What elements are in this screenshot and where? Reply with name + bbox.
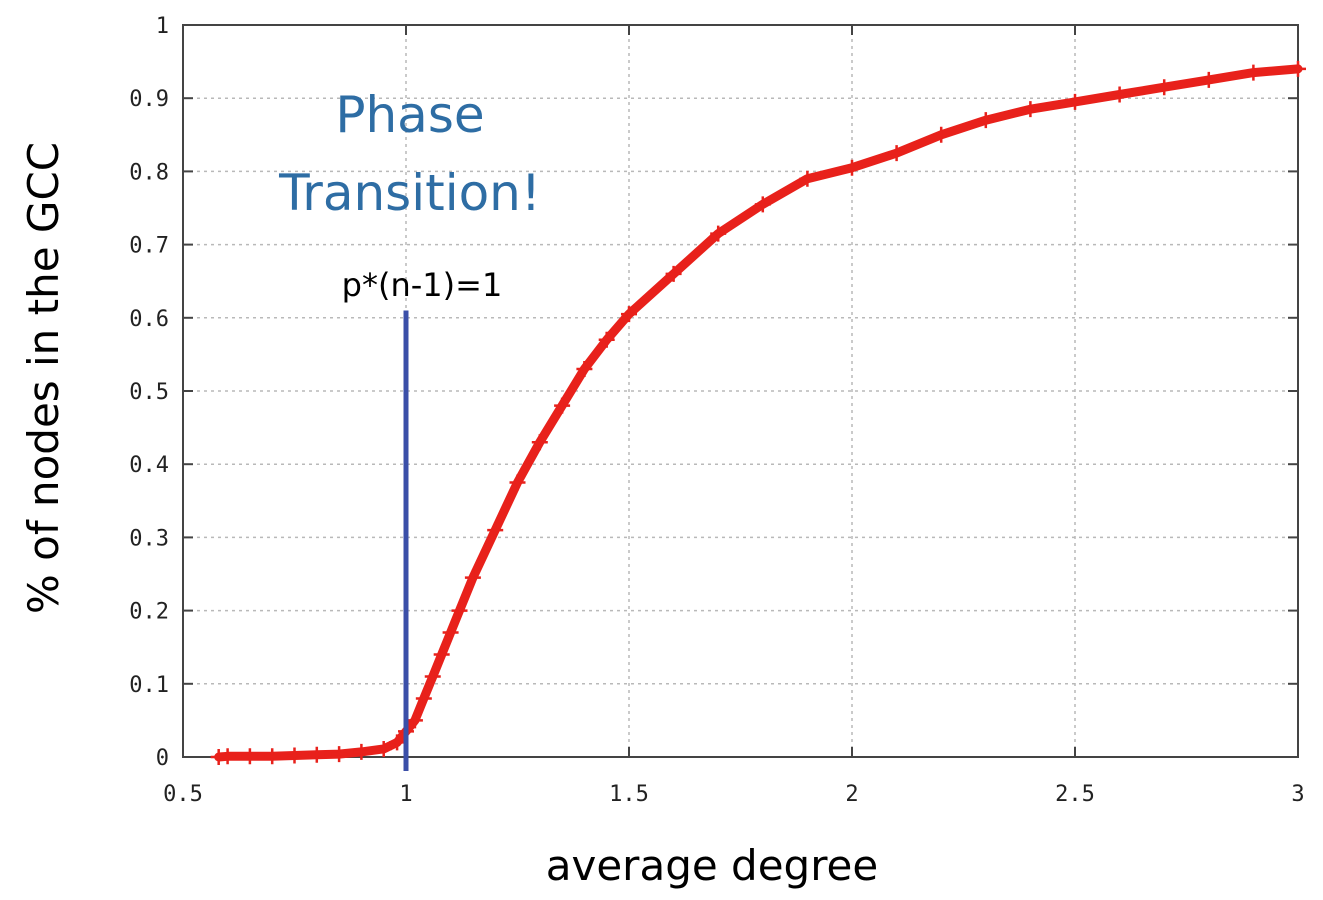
data-point: [1111, 86, 1128, 103]
annotation-formula: p*(n-1)=1: [342, 266, 503, 304]
data-point: [1022, 101, 1039, 118]
data-point: [406, 712, 423, 729]
x-tick-label: 1: [399, 782, 412, 807]
x-tick-label: 1.5: [609, 782, 649, 807]
x-tick-labels: 0.5 1 1.5 2 2.5 3: [163, 782, 1305, 807]
series-band: [214, 64, 1303, 762]
data-point: [1245, 64, 1262, 81]
data-point: [487, 522, 504, 539]
y-tick-label: 0.2: [129, 600, 169, 625]
data-point: [433, 646, 450, 663]
data-point: [598, 331, 615, 348]
y-tick-label: 0: [156, 746, 169, 771]
data-point: [286, 747, 303, 764]
data-point: [241, 748, 258, 765]
data-point: [451, 602, 468, 619]
data-point: [844, 159, 860, 176]
data-point: [509, 474, 526, 491]
series-gcc: [210, 60, 1306, 765]
data-point: [264, 748, 281, 765]
y-tick-label: 0.3: [129, 526, 169, 551]
data-point: [1200, 71, 1217, 88]
data-point: [219, 748, 236, 765]
y-tick-label: 0.5: [129, 380, 169, 405]
x-tick-label: 2.5: [1055, 782, 1095, 807]
x-tick-label: 2: [845, 782, 858, 807]
data-point: [754, 196, 771, 213]
y-tick-label: 0.6: [129, 307, 169, 332]
data-point: [933, 126, 950, 143]
x-tick-label: 3: [1291, 782, 1304, 807]
data-point: [799, 170, 816, 187]
data-point: [1290, 60, 1306, 77]
data-point: [554, 397, 571, 414]
data-point: [375, 740, 392, 757]
data-point: [665, 265, 682, 282]
data-point: [888, 145, 905, 162]
data-point: [576, 361, 593, 378]
y-axis-label: % of nodes in the GCC: [19, 142, 68, 614]
y-tick-label: 0.7: [129, 234, 169, 259]
y-tick-label: 0.8: [129, 160, 169, 185]
data-point: [1067, 93, 1083, 110]
data-point: [389, 734, 406, 751]
data-point: [464, 569, 481, 586]
data-point: [353, 743, 370, 760]
data-point: [710, 225, 727, 242]
y-tick-label: 0.9: [129, 87, 169, 112]
y-tick-label: 0.1: [129, 673, 169, 698]
y-tick-label: 0.4: [129, 453, 169, 478]
data-point: [308, 746, 325, 763]
y-tick-label: 1: [156, 14, 169, 39]
data-point: [1156, 79, 1173, 96]
y-tick-labels: 0 0.1 0.2 0.3 0.4 0.5 0.6 0.7 0.8 0.9 1: [129, 14, 169, 771]
annotation-phase: Phase: [335, 86, 484, 144]
data-point: [331, 746, 348, 763]
data-point: [531, 434, 548, 451]
data-point: [415, 690, 432, 707]
data-point: [424, 668, 441, 685]
data-point: [977, 112, 994, 129]
x-axis-label: average degree: [546, 841, 878, 890]
annotation-transition: Transition!: [278, 164, 541, 222]
data-point: [621, 306, 637, 323]
x-tick-label: 0.5: [163, 782, 203, 807]
plot-frame: [182, 24, 1299, 758]
data-point: [442, 624, 459, 641]
